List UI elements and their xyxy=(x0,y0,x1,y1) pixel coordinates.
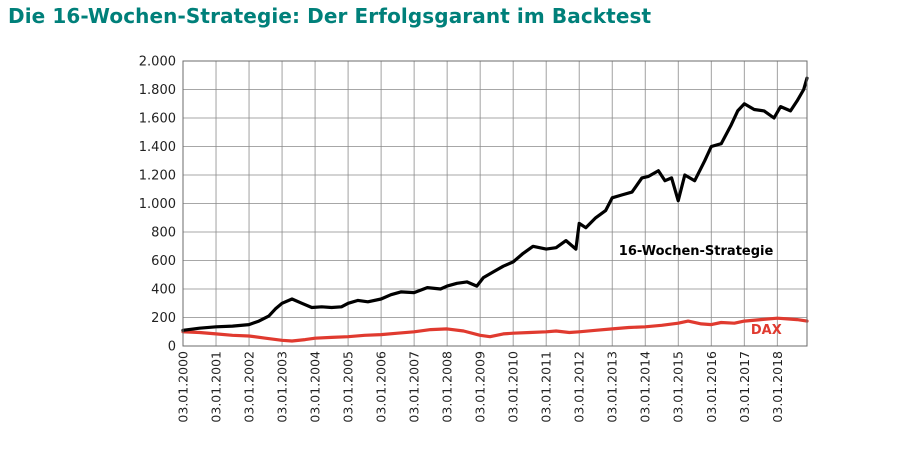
x-tick-label: 03.01.2018 xyxy=(770,351,785,423)
x-tick-label: 03.01.2016 xyxy=(704,351,719,423)
y-tick-label: 1.600 xyxy=(139,112,176,127)
x-tick-label: 03.01.2014 xyxy=(638,351,653,423)
y-axis: 0 200 400 600 800 1.000 1.200 1.400 1.600 1.800 2.… xyxy=(139,55,176,355)
x-tick-label: 03.01.2004 xyxy=(308,351,323,423)
x-tick-label: 03.01.2001 xyxy=(209,351,224,423)
x-tick-label: 03.01.2009 xyxy=(473,351,488,423)
x-axis: 03.01.2000 03.01.2001 03.01.2002 03.01.2003… xyxy=(176,351,785,423)
x-tick-label: 03.01.2008 xyxy=(440,351,455,423)
y-tick-label: 1.400 xyxy=(139,140,176,155)
y-tick-label: 1.200 xyxy=(139,169,176,184)
y-tick-label: 2.000 xyxy=(139,55,176,70)
x-tick-label: 03.01.2017 xyxy=(737,351,752,423)
x-tick-label: 03.01.2007 xyxy=(407,351,422,423)
chart-title: Die 16-Wochen-Strategie: Der Erfolgsgara… xyxy=(8,4,652,28)
y-tick-label: 600 xyxy=(151,254,176,269)
series-label: 16-Wochen-Strategie xyxy=(619,244,774,259)
series-line-dax xyxy=(181,316,809,343)
y-tick-label: 200 xyxy=(151,311,176,326)
series-label: DAX xyxy=(751,323,782,338)
y-tick-label: 0 xyxy=(168,340,176,355)
x-tick-label: 03.01.2005 xyxy=(341,351,356,423)
x-tick-label: 03.01.2011 xyxy=(539,351,554,423)
x-tick-label: 03.01.2000 xyxy=(176,351,191,423)
x-tick-label: 03.01.2003 xyxy=(275,351,290,423)
annotations: 16-Wochen-Strategie DAX xyxy=(619,244,782,338)
y-tick-label: 400 xyxy=(151,283,176,298)
x-tick-label: 03.01.2002 xyxy=(242,351,257,423)
x-tick-label: 03.01.2013 xyxy=(605,351,620,423)
x-tick-label: 03.01.2010 xyxy=(506,351,521,423)
y-tick-label: 1.800 xyxy=(139,83,176,98)
y-tick-label: 800 xyxy=(151,226,176,241)
x-tick-label: 03.01.2012 xyxy=(572,351,587,423)
x-tick-label: 03.01.2006 xyxy=(374,351,389,423)
y-tick-label: 1.000 xyxy=(139,197,176,212)
series-line-16-wochen-strategie xyxy=(181,76,809,332)
series-layer xyxy=(181,76,809,343)
plot-frame xyxy=(182,60,808,347)
x-tick-label: 03.01.2015 xyxy=(671,351,686,423)
